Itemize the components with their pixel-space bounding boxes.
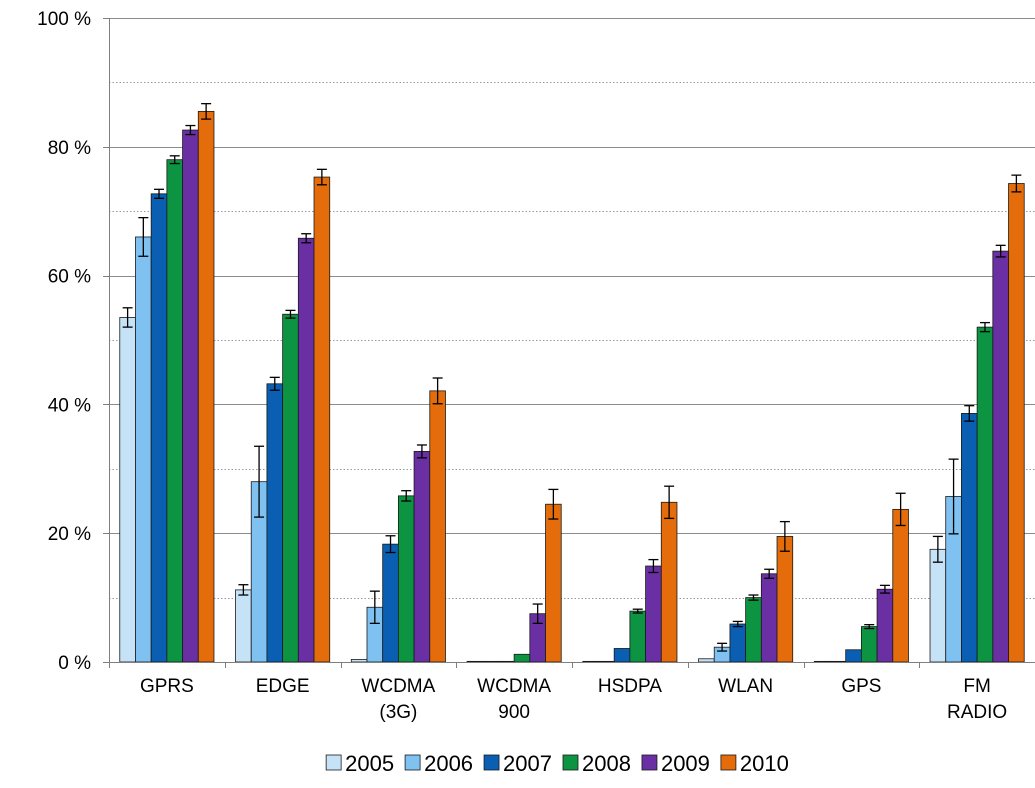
bar (929, 548, 947, 663)
y-tick-label: 40 % (48, 395, 91, 416)
bar (845, 649, 862, 663)
legend-swatch (562, 754, 579, 771)
y-tick-label: 100 % (37, 9, 91, 30)
x-tick-label: WCDMA 900 (477, 676, 551, 723)
bar (860, 626, 878, 663)
x-tick-label: GPS (841, 676, 881, 697)
bar (698, 658, 715, 663)
legend-swatch (483, 754, 500, 771)
bar (266, 383, 284, 663)
bar (397, 495, 415, 663)
bar (382, 543, 399, 663)
bar (992, 250, 1009, 663)
axes (103, 18, 1035, 668)
legend-swatch (641, 754, 658, 771)
error-bars (122, 103, 1022, 652)
bar (729, 623, 747, 663)
legend-label: 2009 (661, 751, 710, 776)
bar (1008, 183, 1025, 663)
x-tick-label: WLAN (718, 676, 773, 697)
bar (166, 159, 183, 663)
x-tick-label: WCDMA (3G) (361, 676, 435, 723)
bar (961, 413, 978, 663)
bar (350, 659, 368, 663)
y-tick-label: 0 % (58, 653, 91, 674)
bars (119, 110, 1025, 663)
bar (429, 390, 446, 663)
bar (976, 326, 994, 663)
bar (135, 236, 152, 663)
bar (197, 110, 215, 663)
bar (629, 610, 646, 663)
legend-label: 2006 (424, 751, 473, 776)
bar (545, 503, 562, 663)
bar (776, 536, 794, 663)
bar (876, 588, 894, 663)
bar (119, 317, 136, 663)
legend-swatch (720, 754, 737, 771)
y-tick-label: 60 % (48, 267, 91, 288)
x-tick-label: HSDPA (598, 676, 662, 697)
y-tick-labels: 0 % 20 % 40 % 60 % 80 % 100 % (37, 9, 91, 674)
x-tick-label: EDGE (256, 676, 310, 697)
bar (760, 573, 778, 663)
bar (660, 501, 678, 663)
x-tick-label: FM RADIO (947, 676, 1007, 723)
legend-label: 2007 (503, 751, 552, 776)
bar (297, 237, 315, 663)
legend-swatch (325, 754, 342, 771)
bar (513, 653, 531, 663)
bar (313, 176, 331, 663)
legend-label: 2005 (345, 751, 394, 776)
bar (182, 129, 199, 663)
legend-label: 2010 (740, 751, 789, 776)
bar (150, 193, 168, 663)
bar (282, 313, 299, 663)
gridlines (109, 18, 1035, 599)
bar (413, 451, 431, 663)
bar (745, 597, 762, 663)
bar (645, 565, 662, 663)
bar (613, 648, 631, 663)
legend-swatch (404, 754, 421, 771)
bar (892, 508, 909, 663)
legend: 2005 2006 2007 2008 2009 2010 (325, 751, 789, 776)
bar (235, 589, 252, 663)
y-tick-label: 20 % (48, 524, 91, 545)
x-tick-label: GPRS (140, 676, 194, 697)
legend-label: 2008 (582, 751, 631, 776)
x-tick-labels: GPRS EDGE WCDMA (3G) WCDMA 900 HSDPA WLAN GPS FM R… (140, 676, 1007, 723)
y-tick-label: 80 % (48, 138, 91, 159)
